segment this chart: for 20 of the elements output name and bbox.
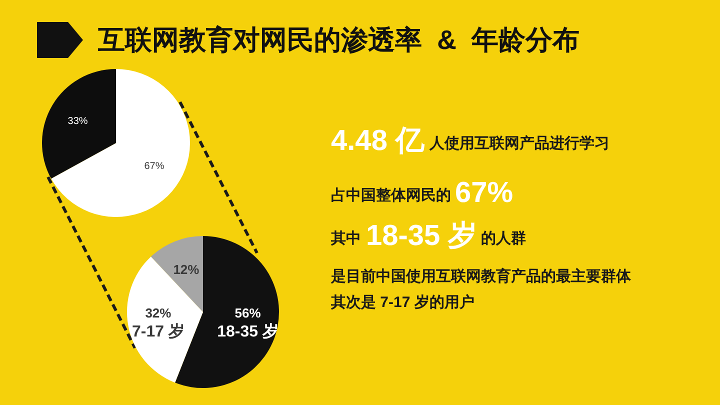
text: 人使用互联网产品进行学习 xyxy=(428,135,610,152)
text: 4.48 亿 xyxy=(331,125,426,157)
data-label: 32% xyxy=(145,306,172,321)
text: 互联网教育对网民的渗透率 & 年龄分布 xyxy=(97,25,580,55)
text: 的人群 xyxy=(481,230,526,247)
text: 67% xyxy=(455,177,514,209)
slice-label: 18-35 岁 xyxy=(217,322,278,341)
data-label: 33% xyxy=(68,116,88,127)
pie-slice xyxy=(42,69,116,179)
data-label: 12% xyxy=(173,262,200,278)
pie-slice xyxy=(127,256,203,383)
data-label: 56% xyxy=(234,306,262,321)
text: 是目前中国使用互联网教育产品的最主要群体 xyxy=(330,267,632,285)
text: 18-35 岁 xyxy=(366,220,478,252)
data-label: 67% xyxy=(144,161,164,172)
text: 占中国整体网民的 xyxy=(331,187,451,204)
pie-slice xyxy=(51,69,190,217)
text: 其次是 7-17 岁的用户 xyxy=(330,293,474,311)
text: 其中 xyxy=(330,230,361,247)
slice-label: 7-17 岁 xyxy=(132,322,184,341)
